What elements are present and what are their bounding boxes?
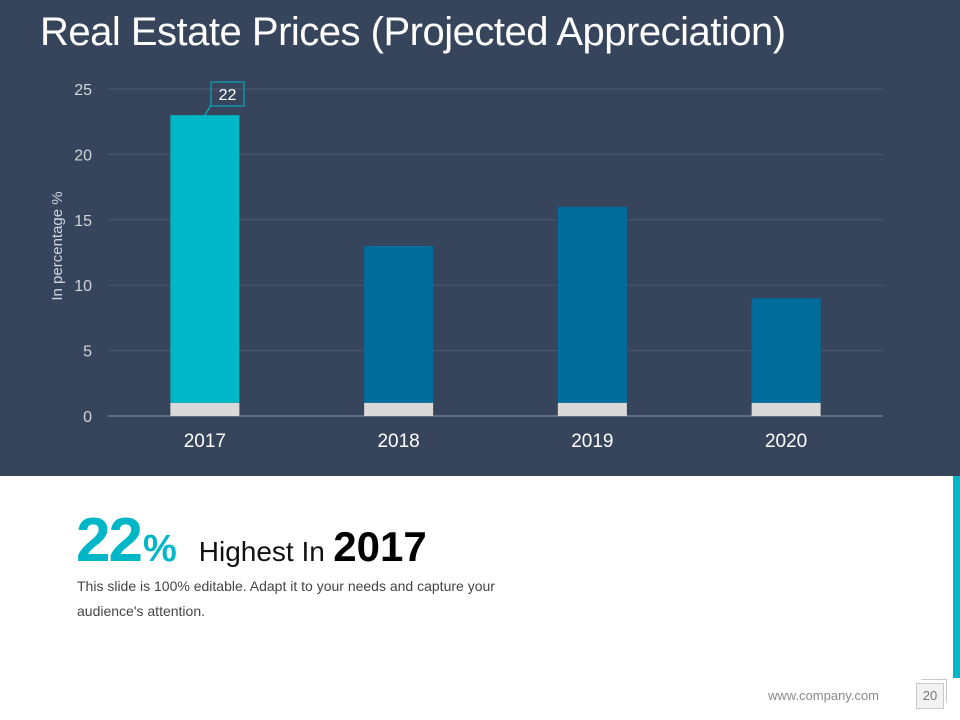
highlight-unit: % [142, 528, 177, 570]
slide-title: Real Estate Prices (Projected Appreciati… [40, 10, 786, 54]
callout-box [210, 81, 245, 107]
bar-base-2020 [751, 402, 821, 416]
x-tick-label: 2019 [571, 431, 613, 452]
highlight-block: 22% Highest In 2017 [76, 505, 427, 576]
highlight-value: 22 [76, 506, 143, 575]
x-tick-label: 2020 [765, 431, 807, 452]
bar-2020 [751, 298, 821, 403]
callout-leader [204, 104, 212, 116]
description-text: This slide is 100% editable. Adapt it to… [77, 578, 495, 619]
accent-bar [953, 476, 960, 678]
y-tick-label: 0 [83, 409, 92, 426]
page-number-frame [921, 679, 947, 703]
bar-2019 [557, 206, 627, 403]
y-tick-label: 10 [74, 278, 92, 295]
page-number: 20 [916, 683, 944, 709]
y-axis-label: In percentage % [49, 191, 66, 300]
bar-2017 [170, 115, 240, 403]
y-tick-label: 5 [83, 344, 92, 361]
footer-url: www.company.com [768, 688, 880, 703]
x-tick-label: 2017 [184, 431, 226, 452]
callout-label: 22 [219, 87, 237, 104]
bar-base-2019 [557, 402, 627, 416]
bar-base-2017 [170, 402, 240, 416]
y-tick-label: 20 [74, 147, 92, 164]
y-tick-label: 25 [74, 82, 92, 99]
bar-chart: 0 5 10 15 20 25 In percentage % 2017 22 2018 2019 2… [49, 81, 883, 452]
highlight-text: Highest In [198, 536, 325, 567]
chart-panel: Real Estate Prices (Projected Appreciati… [0, 0, 960, 476]
x-tick-label: 2018 [377, 431, 419, 452]
bar-2018 [364, 245, 434, 403]
y-tick-label: 15 [74, 213, 92, 230]
highlight-year: 2017 [333, 523, 427, 570]
bar-base-2018 [364, 402, 434, 416]
